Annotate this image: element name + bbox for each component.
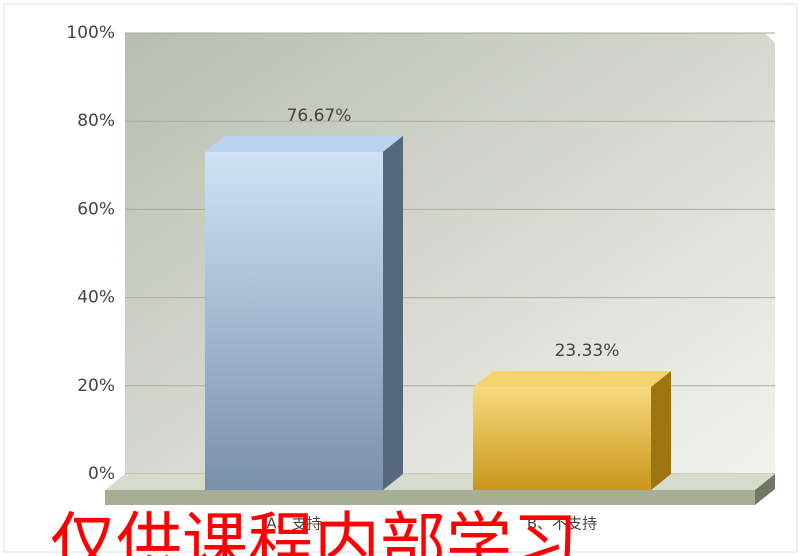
- bar-group: 76.67% A、支持: [205, 106, 403, 533]
- value-label: 23.33%: [555, 341, 620, 361]
- y-tick-label: 0%: [88, 464, 115, 484]
- floor-side: [755, 474, 775, 505]
- bar: [205, 151, 383, 490]
- x-tick-label: B、不支持: [527, 515, 597, 533]
- bar-side: [651, 371, 671, 490]
- bar-top: [205, 135, 403, 152]
- bar: [473, 387, 651, 490]
- y-tick-label: 80%: [77, 111, 115, 131]
- bar-side: [383, 135, 403, 490]
- x-tick-label: A、支持: [266, 515, 321, 533]
- y-tick-label: 40%: [77, 288, 115, 308]
- watermark: 仅供课程内部学习: [50, 505, 578, 556]
- bar-group: 23.33% B、不支持: [473, 341, 671, 533]
- bar-top: [473, 371, 671, 388]
- floor-front: [105, 490, 755, 505]
- y-tick-label: 100%: [66, 23, 115, 43]
- value-label: 76.67%: [287, 106, 352, 126]
- y-tick-label: 20%: [77, 376, 115, 396]
- y-tick-label: 60%: [77, 199, 115, 219]
